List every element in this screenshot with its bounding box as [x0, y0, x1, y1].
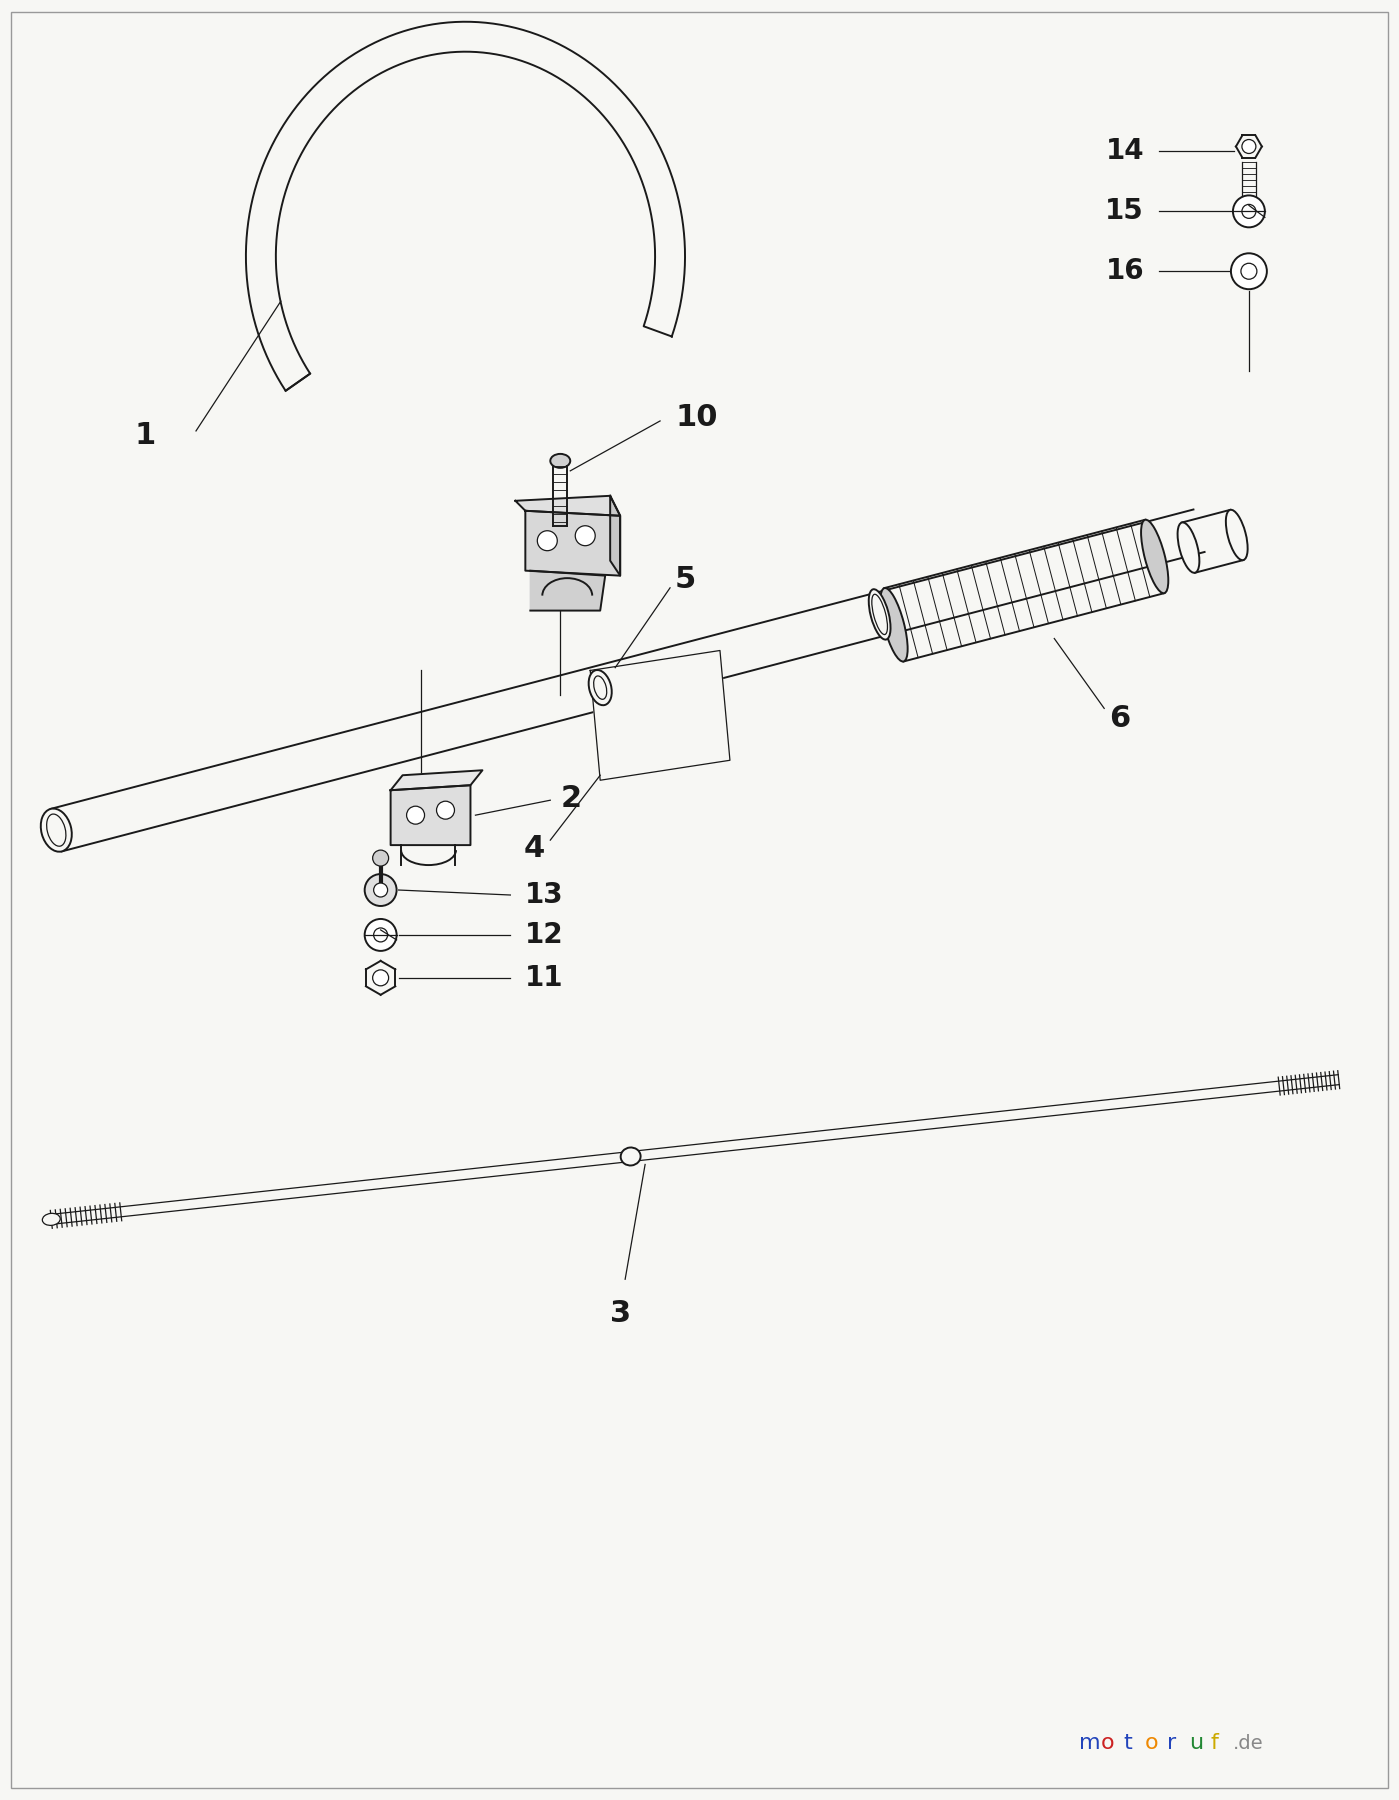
Text: o: o: [1101, 1733, 1115, 1753]
Polygon shape: [390, 785, 470, 846]
Circle shape: [372, 970, 389, 986]
Circle shape: [1231, 254, 1267, 290]
Circle shape: [374, 929, 388, 941]
Circle shape: [365, 920, 396, 950]
Text: o: o: [1146, 1733, 1158, 1753]
Text: 4: 4: [525, 833, 546, 862]
Circle shape: [575, 526, 595, 545]
Ellipse shape: [880, 589, 908, 662]
Text: 13: 13: [526, 880, 564, 909]
Polygon shape: [530, 571, 606, 610]
Text: 10: 10: [676, 403, 718, 432]
Text: t: t: [1123, 1733, 1132, 1753]
Ellipse shape: [46, 814, 66, 846]
Circle shape: [407, 806, 424, 824]
Circle shape: [1242, 140, 1256, 153]
Text: 14: 14: [1105, 137, 1144, 166]
Ellipse shape: [872, 594, 887, 635]
Circle shape: [372, 850, 389, 866]
Text: 6: 6: [1109, 704, 1130, 733]
Circle shape: [365, 875, 396, 905]
Polygon shape: [246, 22, 686, 391]
Ellipse shape: [1178, 522, 1199, 572]
Polygon shape: [390, 770, 483, 790]
Text: f: f: [1212, 1733, 1219, 1753]
Polygon shape: [515, 495, 620, 517]
Text: r: r: [1167, 1733, 1177, 1753]
Text: 15: 15: [1105, 198, 1144, 225]
Text: 3: 3: [610, 1300, 631, 1328]
Polygon shape: [526, 511, 620, 576]
Circle shape: [1241, 263, 1256, 279]
Circle shape: [1233, 196, 1265, 227]
Circle shape: [1242, 205, 1256, 218]
Circle shape: [374, 884, 388, 896]
Text: 11: 11: [526, 963, 564, 992]
Ellipse shape: [593, 677, 607, 700]
Ellipse shape: [41, 808, 71, 851]
Circle shape: [436, 801, 455, 819]
Text: m: m: [1079, 1733, 1101, 1753]
Text: 16: 16: [1105, 257, 1144, 284]
Polygon shape: [610, 495, 620, 576]
Ellipse shape: [42, 1213, 60, 1226]
Ellipse shape: [1226, 509, 1248, 560]
Text: 2: 2: [560, 783, 582, 814]
Polygon shape: [590, 650, 730, 779]
Circle shape: [537, 531, 557, 551]
Ellipse shape: [621, 1147, 641, 1165]
Text: 12: 12: [526, 922, 564, 949]
Ellipse shape: [1142, 520, 1168, 594]
Ellipse shape: [550, 454, 571, 468]
Text: 1: 1: [134, 421, 157, 450]
Ellipse shape: [589, 670, 611, 706]
Text: .de: .de: [1233, 1735, 1263, 1753]
Text: u: u: [1189, 1733, 1203, 1753]
Ellipse shape: [869, 589, 891, 639]
Text: 5: 5: [676, 565, 697, 594]
